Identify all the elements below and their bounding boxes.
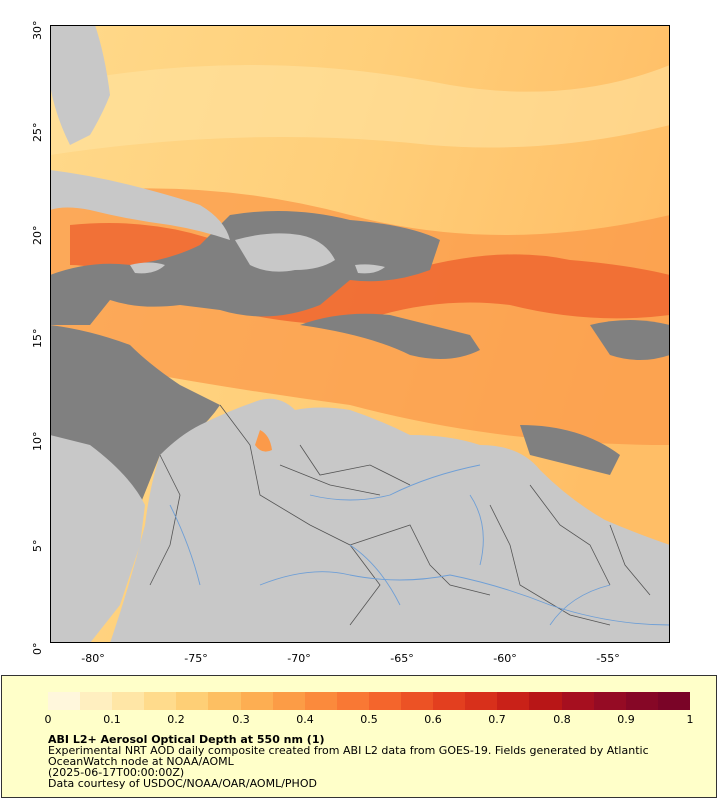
legend-title: ABI L2+ Aerosol Optical Depth at 550 nm … [48, 733, 325, 746]
colorbar-swatch [240, 692, 273, 710]
no-data-east [300, 313, 480, 359]
colorbar-swatch [208, 692, 241, 710]
land-south-america [110, 398, 670, 643]
colorbar-tick: 0 [44, 713, 52, 726]
colorbar-swatch [433, 692, 466, 710]
aod-band-north [50, 65, 670, 155]
colorbar-swatch [272, 692, 305, 710]
colorbar-tick: 0.8 [553, 713, 571, 726]
lon-label: -75° [184, 652, 208, 665]
legend-panel: 0 0.1 0.2 0.3 0.4 0.5 0.6 0.7 0.8 0.9 1 … [1, 675, 717, 798]
legend-desc-line: Experimental NRT AOD daily composite cre… [48, 744, 649, 757]
rivers [169, 464, 670, 626]
colorbar-tick: 0.4 [296, 713, 314, 726]
legend-credit: Data courtesy of USDOC/NOAA/OAR/AOML/PHO… [48, 777, 317, 790]
lat-label: 25° [31, 122, 44, 143]
colorbar [48, 692, 690, 710]
legend-date: (2025-06-17T00:00:00Z) [48, 766, 185, 779]
land-central-am [50, 435, 145, 643]
colorbar-swatch [401, 692, 434, 710]
land-cuba [50, 170, 230, 240]
legend-desc-line: OceanWatch node at NOAA/AOML [48, 755, 234, 768]
land-lake-maracaibo [255, 430, 272, 452]
colorbar-tick: 0.2 [167, 713, 185, 726]
aod-map [50, 25, 670, 643]
colorbar-swatch [80, 692, 113, 710]
colorbar-swatch [304, 692, 337, 710]
colorbar-tick: 0.9 [617, 713, 635, 726]
lat-label: 10° [31, 431, 44, 452]
colorbar-swatch [497, 692, 530, 710]
colorbar-swatch [561, 692, 594, 710]
map-border [50, 25, 670, 643]
lat-label: 15° [31, 328, 44, 349]
no-data-atlantic [590, 320, 670, 360]
colorbar-swatch [144, 692, 177, 710]
colorbar-swatch [657, 692, 690, 710]
colorbar-swatch [112, 692, 145, 710]
colorbar-tick: 0.6 [424, 713, 442, 726]
colorbar-swatch [336, 692, 369, 710]
colorbar-swatch [368, 692, 402, 710]
colorbar-tick: 0.3 [232, 713, 250, 726]
lon-label: -55° [596, 652, 620, 665]
lat-label: 0° [31, 642, 44, 656]
colorbar-tick: 0.7 [488, 713, 506, 726]
no-data-guyana [520, 425, 620, 475]
colorbar-tick: 0.1 [103, 713, 121, 726]
colorbar-swatch [465, 692, 498, 710]
colorbar-swatch [176, 692, 209, 710]
land-florida [50, 25, 110, 145]
map-canvas [50, 25, 670, 643]
colorbar-swatch [529, 692, 562, 710]
land-puerto-rico [355, 264, 385, 274]
land-jamaica [130, 262, 165, 274]
country-borders [149, 404, 651, 626]
lon-label: -70° [287, 652, 311, 665]
colorbar-swatch [48, 692, 81, 710]
lat-label: 20° [31, 225, 44, 246]
land-hispaniola [235, 233, 335, 272]
lat-label: 30° [31, 20, 44, 41]
colorbar-swatch [593, 692, 626, 710]
lon-label: -80° [81, 652, 105, 665]
legend-description: Experimental NRT AOD daily composite cre… [48, 745, 688, 789]
lat-label: 5° [31, 539, 44, 553]
no-data-caribbean [50, 211, 440, 325]
colorbar-tick: 1 [686, 713, 694, 726]
lon-label: -65° [390, 652, 414, 665]
colorbar-tick: 0.5 [360, 713, 378, 726]
colorbar-swatch [625, 692, 658, 710]
lon-label: -60° [493, 652, 517, 665]
